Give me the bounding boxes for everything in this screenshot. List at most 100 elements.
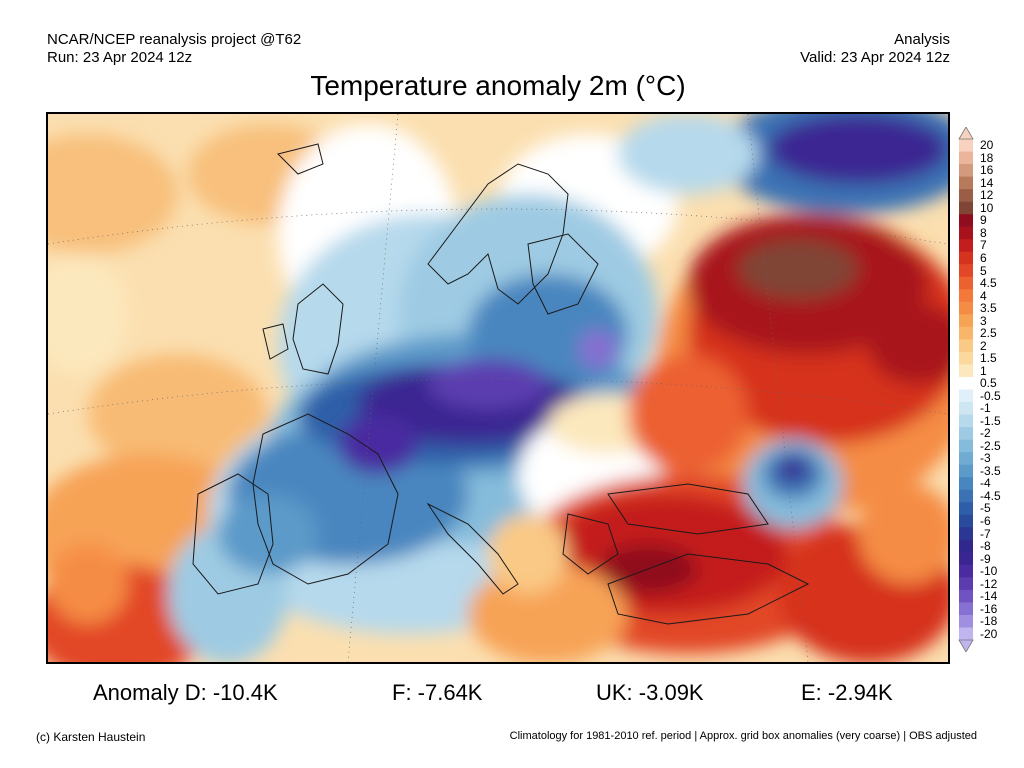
colorbar-swatch [959,564,973,578]
colorbar-swatch [959,289,973,303]
colorbar-tick-label: -8 [980,539,991,554]
colorbar-tick-label: -20 [980,626,998,641]
colorbar-tick-label: 12 [980,188,994,203]
anomaly-france: F: -7.64K [392,680,483,705]
colorbar-swatch [959,589,973,603]
colorbar-tick-label: 9 [980,213,987,228]
colorbar-tick-label: -16 [980,601,998,616]
graticule [48,114,948,662]
colorbar-tick-label: -7 [980,526,991,541]
colorbar-swatch [959,502,973,516]
run-label: Run: 23 Apr 2024 12z [47,49,193,66]
colorbar-swatch [959,527,973,541]
colorbar-tick-label: -0.5 [980,388,1001,403]
colorbar-swatch [959,376,973,390]
colorbar-swatch [959,239,973,253]
colorbar-swatch [959,301,973,315]
colorbar-tick-label: -10 [980,564,998,579]
colorbar-swatch [959,552,973,566]
colorbar-tick-label: -18 [980,614,998,629]
colorbar-tick-label: 18 [980,150,994,165]
colorbar-tick-label: -5 [980,501,991,516]
colorbar-tick-label: 7 [980,238,987,253]
colorbar-swatch [959,539,973,553]
colorbar-tick-label: 20 [980,138,994,153]
colorbar-tick-label: 16 [980,163,994,178]
colorbar-swatch [959,214,973,227]
colorbar-tick-label: 3.5 [980,301,997,316]
colorbar-swatch [959,339,973,353]
colorbar-tick-label: 2.5 [980,326,997,341]
colorbar-swatch [959,464,973,478]
colorbar-tick-label: -2 [980,426,991,441]
colorbar-tick-label: 6 [980,250,987,265]
temperature-anomaly-map [46,112,950,664]
colorbar-top-arrow [958,127,974,140]
climatology-note: Climatology for 1981-2010 ref. period | … [509,730,977,742]
colorbar-swatch [959,514,973,528]
anomaly-blobs [48,114,948,662]
colorbar-tick-label: 14 [980,175,994,190]
map-title: Temperature anomaly 2m (°C) [310,70,686,101]
colorbar-tick-label: -4 [980,476,991,491]
colorbar-swatch [959,427,973,440]
colorbar-swatch [959,264,973,278]
credit-text: (c) Karsten Haustein [36,730,146,744]
colorbar-bottom-arrow [958,639,974,652]
colorbar-swatch [959,402,973,415]
anomaly-spain: E: -2.94K [801,680,893,705]
colorbar-swatch [959,439,973,453]
colorbar-tick-label: 1.5 [980,351,997,366]
colorbar-tick-label: 4.5 [980,276,997,291]
colorbar-swatch [959,414,973,428]
coastlines [192,143,810,625]
colorbar-tick-label: -3.5 [980,463,1001,478]
colorbar-legend [958,127,974,652]
colorbar-tick-label: 10 [980,200,994,215]
colorbar-swatch [959,276,973,290]
colorbar-tick-label: 0.5 [980,376,997,391]
run-info: NCAR/NCEP reanalysis project @T62 Run: 2… [47,31,301,67]
colorbar-swatch [959,326,973,340]
colorbar-swatch [959,351,973,365]
colorbar-tick-label: -1.5 [980,413,1001,428]
colorbar-swatch [959,151,973,165]
colorbar-tick-label: 4 [980,288,987,303]
colorbar-swatch [959,139,973,152]
colorbar-swatch [959,489,973,503]
colorbar-swatch [959,577,973,591]
colorbar-tick-label: -2.5 [980,438,1001,453]
anomaly-germany: Anomaly D: -10.4K [93,680,278,705]
model-label: NCAR/NCEP reanalysis project @T62 [47,31,302,48]
colorbar-swatch [959,201,973,215]
colorbar-swatch [959,251,973,265]
colorbar-swatch [959,477,973,490]
colorbar-swatch [959,364,973,378]
colorbar-swatch [959,602,973,616]
colorbar-tick-label: -9 [980,551,991,566]
colorbar-swatch [959,164,973,177]
anomaly-field [48,114,948,662]
colorbar-tick-label: 3 [980,313,987,328]
analysis-label: Analysis [894,31,950,48]
colorbar-swatch [959,176,973,190]
colorbar-tick-label: -6 [980,514,991,528]
colorbar-swatches [959,139,973,641]
colorbar-swatch [959,614,973,628]
colorbar-swatch [959,389,973,403]
colorbar-tick-label: -14 [980,589,998,604]
colorbar-swatch [959,314,973,328]
colorbar-tick-label: 5 [980,263,987,278]
anomaly-uk: UK: -3.09K [596,680,704,705]
colorbar-tick-label: -4.5 [980,488,1001,503]
colorbar-tick-label: 2 [980,338,987,353]
colorbar-swatch [959,452,973,465]
colorbar-tick-label: -12 [980,576,998,591]
colorbar-tick-label: 1 [980,363,987,378]
valid-info: Analysis Valid: 23 Apr 2024 12z [800,31,950,67]
valid-label: Valid: 23 Apr 2024 12z [800,49,950,66]
colorbar-swatch [959,226,973,240]
colorbar-tick-label: -1 [980,401,991,416]
colorbar-swatch [959,627,973,641]
colorbar-tick-label: 8 [980,225,987,240]
